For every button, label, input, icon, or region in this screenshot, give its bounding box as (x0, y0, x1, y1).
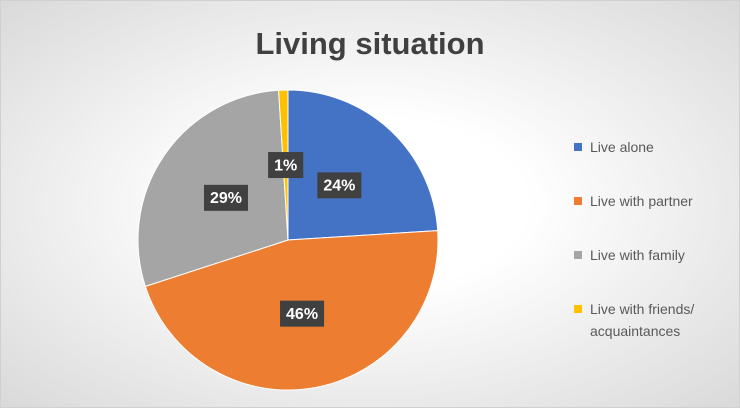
legend-label: Live with family (590, 247, 685, 263)
data-label-box (203, 184, 248, 211)
legend-label: Live alone (590, 139, 654, 155)
data-label: 29% (210, 190, 242, 207)
chart-title: Living situation (255, 26, 484, 61)
legend-item: Live with friends/ acquaintances (574, 298, 724, 342)
legend-swatch (574, 305, 582, 313)
data-label-box (317, 172, 362, 199)
data-label-box (280, 300, 325, 327)
legend-item: Live with partner (574, 190, 724, 212)
data-label-box (268, 152, 304, 179)
data-label: 1% (274, 157, 297, 174)
legend-swatch (574, 197, 582, 205)
legend-item: Live alone (574, 136, 724, 158)
legend-swatch (574, 143, 582, 151)
legend-label: Live with partner (590, 193, 693, 209)
legend-swatch (574, 251, 582, 259)
data-label: 46% (286, 306, 318, 323)
pie-slice (287, 89, 439, 241)
data-label: 24% (323, 178, 355, 195)
legend: Live alone Live with partner Live with fam… (574, 136, 724, 374)
legend-label: Live with friends/ acquaintances (590, 301, 695, 339)
legend-item: Live with family (574, 244, 724, 266)
